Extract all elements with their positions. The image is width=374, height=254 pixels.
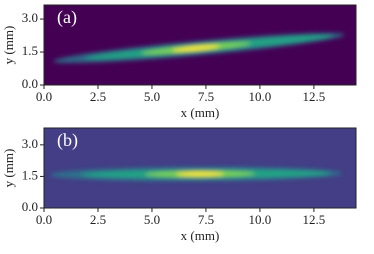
x-tick-label: 5.0 xyxy=(144,89,160,104)
beam-intensity xyxy=(53,33,345,63)
panel: 0.0 2.5 5.0 7.5 10.0 12.5 0.0 1.5 3.0 x (mm) y (mm… xyxy=(1,4,357,120)
y-tick-label: 3.0 xyxy=(22,10,38,25)
beam-max xyxy=(172,45,220,52)
y-tick-label: 3.0 xyxy=(22,136,38,151)
x-tick-label: 2.5 xyxy=(90,89,106,104)
y-tick-label: 0.0 xyxy=(22,199,38,214)
y-tick-label: 1.5 xyxy=(22,167,38,182)
plot-frame xyxy=(43,127,357,209)
x-axis-label: x (mm) xyxy=(181,228,220,243)
y-tick-label: 1.5 xyxy=(22,43,38,58)
panel-label: (b) xyxy=(57,130,78,151)
x-tick-label: 5.0 xyxy=(144,212,160,227)
x-tick-label: 10.0 xyxy=(249,212,272,227)
x-tick-label: 2.5 xyxy=(90,212,106,227)
x-tick-label: 12.5 xyxy=(303,212,326,227)
y-axis-label: y (mm) xyxy=(1,149,16,188)
beam-max xyxy=(176,171,224,177)
x-tick-label: 12.5 xyxy=(303,89,326,104)
panel-label: (a) xyxy=(57,7,77,28)
x-tick-label: 0.0 xyxy=(36,212,52,227)
x-tick-label: 10.0 xyxy=(249,89,272,104)
x-tick-label: 7.5 xyxy=(198,212,214,227)
plot-frame xyxy=(43,4,357,86)
x-tick-label: 7.5 xyxy=(198,89,214,104)
beam-intensity xyxy=(50,166,342,182)
x-tick-label: 0.0 xyxy=(36,89,52,104)
panel: 0.0 2.5 5.0 7.5 10.0 12.5 0.0 1.5 3.0 x (mm) y (mm… xyxy=(1,127,357,243)
y-axis-label: y (mm) xyxy=(1,26,16,65)
y-tick-label: 0.0 xyxy=(22,76,38,91)
x-axis-label: x (mm) xyxy=(181,105,220,120)
